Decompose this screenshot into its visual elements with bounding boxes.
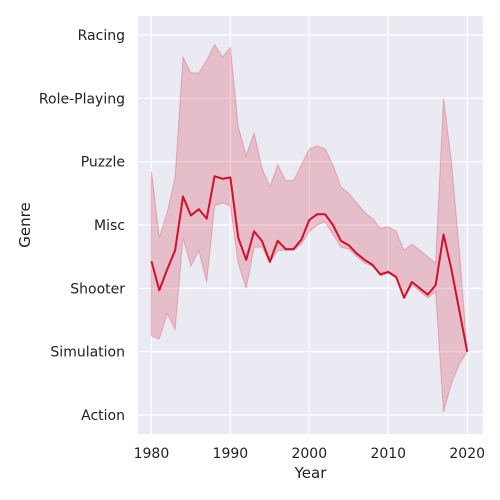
y-tick-label: Role-Playing <box>39 91 125 107</box>
y-tick-label: Simulation <box>50 345 125 361</box>
x-tick-label: 1990 <box>213 446 249 462</box>
x-tick-label: 1980 <box>134 446 170 462</box>
y-tick-label: Puzzle <box>81 155 125 171</box>
y-tick-label: Shooter <box>70 281 125 297</box>
x-tick-label: 2000 <box>291 446 327 462</box>
y-tick-label: Racing <box>78 28 125 44</box>
y-tick-label: Misc <box>94 218 125 234</box>
grid-lines <box>138 16 483 434</box>
x-axis-ticks: 1980 1990 2000 2010 2020 <box>134 446 485 462</box>
confidence-band <box>150 43 468 412</box>
y-axis-ticks: Racing Role-Playing Puzzle Misc Shooter Simul… <box>39 28 125 424</box>
y-axis-label: Genre <box>16 202 34 247</box>
x-tick-label: 2020 <box>449 446 485 462</box>
x-axis-label: Year <box>294 464 328 482</box>
x-tick-label: 2010 <box>370 446 406 462</box>
y-tick-label: Action <box>81 408 125 424</box>
series-line <box>150 175 469 352</box>
